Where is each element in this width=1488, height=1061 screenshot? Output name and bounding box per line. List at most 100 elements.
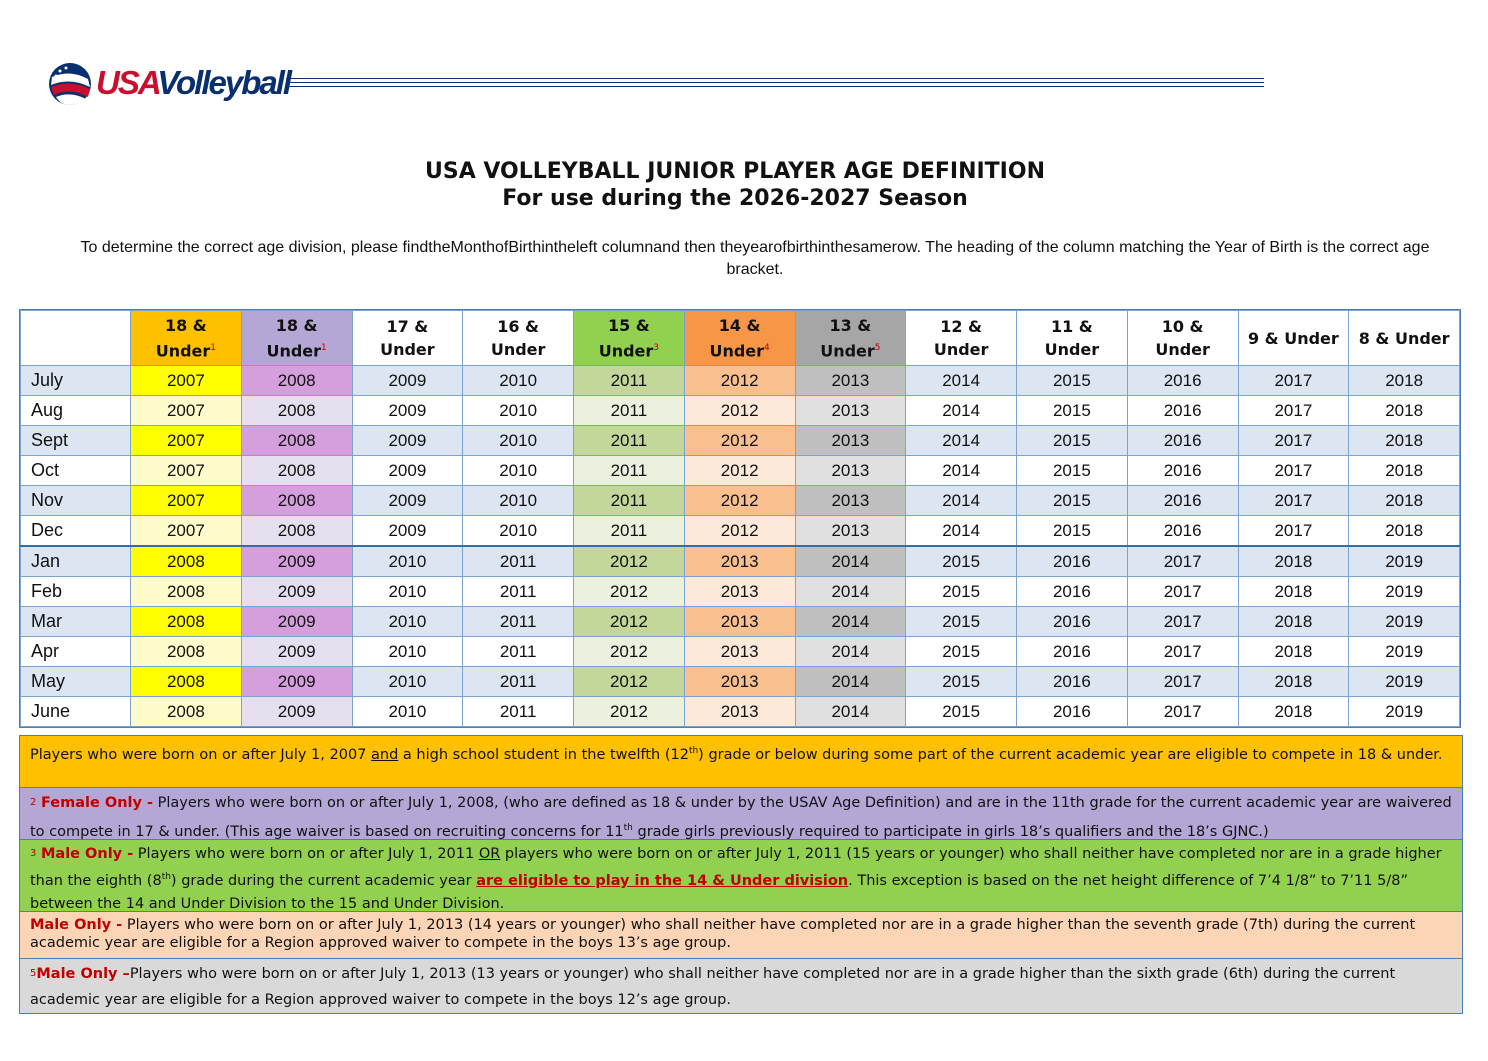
month-cell: Mar bbox=[20, 606, 131, 637]
volleyball-icon bbox=[49, 63, 91, 105]
year-cell-11u: 2016 bbox=[1016, 545, 1128, 577]
year-cell-16u: 2011 bbox=[462, 576, 574, 607]
year-cell-11u: 2016 bbox=[1016, 666, 1128, 697]
year-cell-9u: 2017 bbox=[1237, 455, 1350, 486]
year-cell-12u: 2014 bbox=[905, 455, 1017, 486]
header-rule bbox=[286, 78, 1264, 94]
year-cell-12u: 2014 bbox=[905, 425, 1017, 456]
year-cell-10u: 2016 bbox=[1126, 455, 1239, 486]
year-cell-14u: 2012 bbox=[683, 485, 796, 516]
table-row: May 2008 2009 2010 2011 2012 2013 2014 2015 2016 2… bbox=[20, 666, 1460, 697]
year-cell-13u: 2013 bbox=[794, 485, 907, 516]
year-cell-8u: 2018 bbox=[1348, 485, 1460, 516]
year-cell-14u: 2012 bbox=[683, 365, 796, 396]
year-cell-11u: 2015 bbox=[1016, 515, 1128, 547]
year-cell-13u: 2013 bbox=[794, 515, 907, 547]
year-cell-13u: 2014 bbox=[794, 666, 907, 697]
year-cell-16u: 2010 bbox=[462, 455, 574, 486]
year-cell-10u: 2016 bbox=[1126, 365, 1239, 396]
year-cell-14u: 2012 bbox=[683, 425, 796, 456]
footnote-2: 2 Female Only - Players who were born on… bbox=[19, 788, 1463, 840]
year-cell-18u-b: 2009 bbox=[240, 545, 353, 577]
year-cell-9u: 2018 bbox=[1237, 545, 1350, 577]
month-cell: Aug bbox=[20, 395, 131, 426]
year-cell-18u-a: 2008 bbox=[130, 696, 242, 727]
table-row: Aug 2007 2008 2009 2010 2011 2012 2013 2014 2015 2… bbox=[20, 395, 1460, 426]
year-cell-13u: 2013 bbox=[794, 425, 907, 456]
year-cell-8u: 2019 bbox=[1348, 545, 1460, 577]
year-cell-15u: 2012 bbox=[573, 696, 685, 727]
month-cell: Oct bbox=[20, 455, 131, 486]
month-cell: Feb bbox=[20, 576, 131, 607]
year-cell-8u: 2018 bbox=[1348, 425, 1460, 456]
year-cell-18u-b: 2008 bbox=[240, 455, 353, 486]
col-header-14u: 14 & Under4 bbox=[683, 310, 796, 366]
year-cell-12u: 2014 bbox=[905, 515, 1017, 547]
title-line-1: USA VOLLEYBALL JUNIOR PLAYER AGE DEFINIT… bbox=[425, 159, 1045, 184]
year-cell-18u-a: 2007 bbox=[130, 485, 242, 516]
year-cell-8u: 2019 bbox=[1348, 576, 1460, 607]
year-cell-15u: 2011 bbox=[573, 455, 685, 486]
year-cell-17u: 2010 bbox=[351, 606, 464, 637]
year-cell-15u: 2011 bbox=[573, 365, 685, 396]
year-cell-9u: 2018 bbox=[1237, 636, 1350, 667]
year-cell-18u-a: 2008 bbox=[130, 636, 242, 667]
year-cell-10u: 2016 bbox=[1126, 425, 1239, 456]
year-cell-17u: 2010 bbox=[351, 545, 464, 577]
year-cell-10u: 2016 bbox=[1126, 515, 1239, 547]
year-cell-16u: 2011 bbox=[462, 636, 574, 667]
year-cell-12u: 2015 bbox=[905, 636, 1017, 667]
year-cell-14u: 2013 bbox=[683, 696, 796, 727]
year-cell-14u: 2013 bbox=[683, 545, 796, 577]
year-cell-13u: 2013 bbox=[794, 365, 907, 396]
table-row: June 2008 2009 2010 2011 2012 2013 2014 2015 2016… bbox=[20, 696, 1460, 727]
year-cell-16u: 2010 bbox=[462, 485, 574, 516]
year-cell-11u: 2016 bbox=[1016, 576, 1128, 607]
year-cell-8u: 2019 bbox=[1348, 666, 1460, 697]
col-header-17u: 17 & Under bbox=[351, 310, 464, 366]
brand-wordmark: USAVolleyball bbox=[96, 64, 292, 101]
year-cell-14u: 2012 bbox=[683, 455, 796, 486]
year-cell-18u-a: 2007 bbox=[130, 365, 242, 396]
year-cell-17u: 2010 bbox=[351, 636, 464, 667]
month-header bbox=[20, 310, 131, 366]
col-header-16u: 16 & Under bbox=[462, 310, 574, 366]
year-cell-17u: 2009 bbox=[351, 485, 464, 516]
col-header-8u: 8 & Under bbox=[1348, 310, 1460, 366]
year-cell-12u: 2014 bbox=[905, 485, 1017, 516]
month-cell: July bbox=[20, 365, 131, 396]
year-cell-18u-b: 2008 bbox=[240, 425, 353, 456]
table-row: Mar 2008 2009 2010 2011 2012 2013 2014 2015 2016 2… bbox=[20, 606, 1460, 637]
year-cell-11u: 2015 bbox=[1016, 365, 1128, 396]
col-header-12u: 12 & Under bbox=[905, 310, 1017, 366]
title-line-2: For use during the 2026-2027 Season bbox=[502, 186, 968, 211]
table-row: Apr 2008 2009 2010 2011 2012 2013 2014 2015 2016 2… bbox=[20, 636, 1460, 667]
year-cell-8u: 2018 bbox=[1348, 395, 1460, 426]
year-cell-9u: 2018 bbox=[1237, 606, 1350, 637]
year-cell-18u-b: 2009 bbox=[240, 696, 353, 727]
year-cell-17u: 2009 bbox=[351, 455, 464, 486]
year-cell-15u: 2012 bbox=[573, 545, 685, 577]
year-cell-15u: 2012 bbox=[573, 606, 685, 637]
year-cell-9u: 2018 bbox=[1237, 666, 1350, 697]
year-cell-10u: 2017 bbox=[1126, 545, 1239, 577]
col-header-15u: 15 & Under3 bbox=[573, 310, 685, 366]
age-definition-table: 18 & Under1 18 & Under1 17 & Under 16 & Unde… bbox=[19, 309, 1461, 728]
col-header-18u-a: 18 & Under1 bbox=[130, 310, 242, 366]
footnote-5: 5Male Only –Players who were born on or … bbox=[19, 959, 1463, 1014]
year-cell-18u-a: 2008 bbox=[130, 606, 242, 637]
year-cell-17u: 2010 bbox=[351, 696, 464, 727]
year-cell-15u: 2012 bbox=[573, 666, 685, 697]
year-cell-9u: 2018 bbox=[1237, 576, 1350, 607]
year-cell-16u: 2011 bbox=[462, 666, 574, 697]
year-cell-17u: 2009 bbox=[351, 515, 464, 547]
year-cell-12u: 2015 bbox=[905, 545, 1017, 577]
year-cell-8u: 2019 bbox=[1348, 696, 1460, 727]
year-cell-18u-a: 2007 bbox=[130, 425, 242, 456]
year-cell-10u: 2017 bbox=[1126, 666, 1239, 697]
year-cell-18u-b: 2008 bbox=[240, 485, 353, 516]
year-cell-14u: 2013 bbox=[683, 576, 796, 607]
year-cell-14u: 2012 bbox=[683, 395, 796, 426]
footnotes: Players who were born on or after July 1… bbox=[19, 735, 1463, 1014]
year-cell-18u-a: 2008 bbox=[130, 545, 242, 577]
